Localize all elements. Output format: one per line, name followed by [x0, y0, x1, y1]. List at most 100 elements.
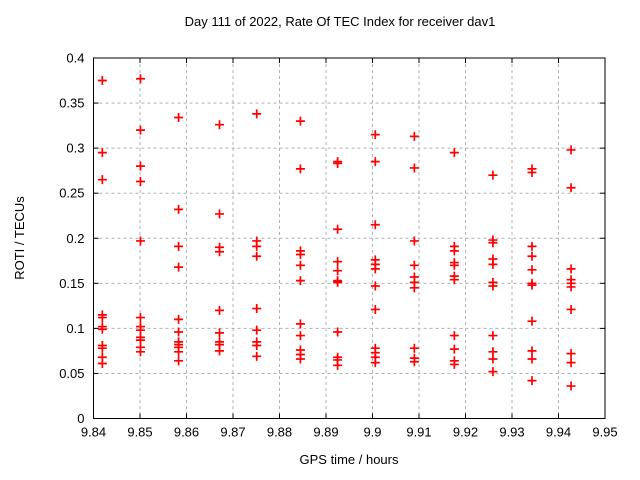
data-point-marker — [97, 324, 107, 334]
x-tick-label: 9.89 — [313, 425, 338, 440]
data-point-marker — [135, 161, 145, 171]
grid-layer — [93, 58, 605, 419]
data-point-marker — [370, 157, 380, 167]
tick-labels-layer: 9.84 9.85 9.86 9.87 9.88 9.89 9.9 9.91 9.92 9.93 9… — [59, 51, 617, 440]
data-point-marker — [135, 176, 145, 186]
data-point-marker — [295, 331, 305, 341]
data-point-marker — [527, 280, 537, 290]
x-tick-label: 9.92 — [453, 425, 478, 440]
data-point-marker — [370, 281, 380, 291]
data-point-marker — [252, 351, 262, 361]
data-point-marker — [488, 238, 498, 248]
data-point-marker — [295, 276, 305, 286]
data-point-marker — [409, 357, 419, 367]
data-point-marker — [409, 163, 419, 173]
data-point-marker — [215, 120, 225, 130]
data-point-marker — [488, 281, 498, 291]
y-tick-label: 0.35 — [59, 96, 84, 111]
data-point-marker — [174, 327, 184, 337]
data-point-marker — [174, 112, 184, 122]
x-tick-label: 9.85 — [127, 425, 152, 440]
data-point-marker — [333, 327, 343, 337]
data-point-marker — [566, 304, 576, 314]
data-point-marker — [527, 376, 537, 386]
data-point-marker — [215, 305, 225, 315]
chart-title: Day 111 of 2022, Rate Of TEC Index for r… — [184, 14, 496, 29]
data-point-marker — [370, 304, 380, 314]
data-point-marker — [409, 131, 419, 141]
data-point-marker — [295, 249, 305, 259]
x-tick-label: 9.87 — [220, 425, 245, 440]
data-point-marker — [97, 175, 107, 185]
data-point-marker — [252, 251, 262, 261]
data-point-marker — [174, 314, 184, 324]
data-point-marker — [527, 251, 537, 261]
data-point-marker — [252, 340, 262, 350]
data-point-marker — [449, 246, 459, 256]
data-point-marker — [135, 236, 145, 246]
data-point-marker — [97, 313, 107, 323]
data-point-marker — [370, 220, 380, 230]
data-point-marker — [135, 347, 145, 357]
data-point-marker — [527, 265, 537, 275]
data-point-marker — [370, 264, 380, 274]
data-point-marker — [333, 277, 343, 287]
data-points-layer — [97, 74, 576, 391]
data-point-marker — [97, 76, 107, 86]
data-point-marker — [97, 343, 107, 353]
data-point-marker — [333, 224, 343, 234]
axis-layer — [93, 57, 606, 419]
x-tick-label: 9.9 — [363, 425, 381, 440]
data-point-marker — [449, 148, 459, 158]
x-axis-label: GPS time / hours — [299, 452, 399, 467]
data-point-marker — [409, 283, 419, 293]
data-point-marker — [252, 241, 262, 251]
data-point-marker — [566, 264, 576, 274]
data-point-marker — [252, 325, 262, 335]
data-point-marker — [333, 257, 343, 267]
y-tick-label: 0.4 — [66, 51, 84, 66]
data-point-marker — [566, 349, 576, 359]
data-point-marker — [449, 275, 459, 285]
data-point-marker — [135, 125, 145, 135]
data-point-marker — [370, 358, 380, 368]
data-point-marker — [174, 241, 184, 251]
data-point-marker — [215, 209, 225, 219]
data-point-marker — [409, 236, 419, 246]
y-tick-label: 0.1 — [66, 321, 84, 336]
data-point-marker — [215, 346, 225, 356]
y-tick-label: 0.05 — [59, 366, 84, 381]
x-tick-label: 9.91 — [406, 425, 431, 440]
data-point-marker — [252, 109, 262, 119]
x-tick-label: 9.88 — [267, 425, 292, 440]
data-point-marker — [449, 344, 459, 354]
data-point-marker — [295, 354, 305, 364]
data-point-marker — [488, 170, 498, 180]
data-point-marker — [295, 319, 305, 329]
data-point-marker — [449, 260, 459, 270]
x-tick-label: 9.86 — [174, 425, 199, 440]
y-tick-label: 0 — [77, 411, 84, 426]
data-point-marker — [295, 116, 305, 126]
data-point-marker — [97, 148, 107, 158]
x-tick-label: 9.94 — [546, 425, 571, 440]
data-point-marker — [449, 359, 459, 369]
y-tick-label: 0.2 — [66, 231, 84, 246]
data-point-marker — [527, 354, 537, 364]
data-point-marker — [215, 328, 225, 338]
data-point-marker — [488, 354, 498, 364]
data-point-marker — [566, 145, 576, 155]
data-point-marker — [252, 304, 262, 314]
data-point-marker — [135, 313, 145, 323]
data-point-marker — [409, 343, 419, 353]
y-tick-label: 0.25 — [59, 186, 84, 201]
data-point-marker — [174, 356, 184, 366]
x-tick-label: 9.95 — [592, 425, 617, 440]
data-point-marker — [488, 367, 498, 377]
data-point-marker — [488, 259, 498, 269]
data-point-marker — [488, 331, 498, 341]
data-point-marker — [527, 241, 537, 251]
x-tick-label: 9.84 — [81, 425, 106, 440]
data-point-marker — [333, 158, 343, 168]
